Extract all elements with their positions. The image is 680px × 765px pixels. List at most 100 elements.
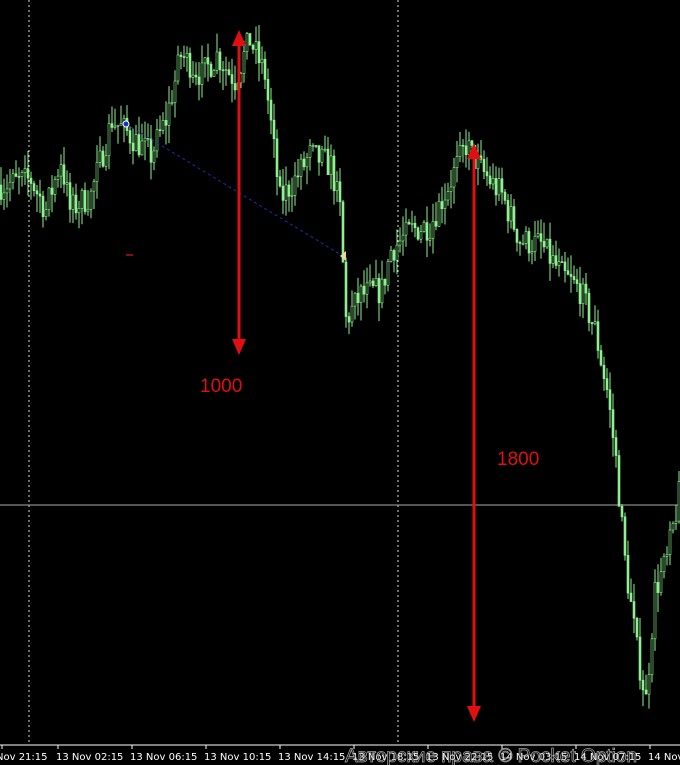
candle bbox=[539, 219, 543, 259]
candle bbox=[593, 305, 597, 326]
candle bbox=[515, 228, 519, 252]
candle bbox=[626, 540, 630, 600]
candle bbox=[200, 45, 204, 98]
candle bbox=[674, 504, 678, 530]
trend-line[interactable] bbox=[125, 123, 344, 257]
candle bbox=[629, 578, 633, 602]
candle bbox=[65, 170, 69, 197]
annotation-arrow-1000[interactable] bbox=[232, 30, 246, 355]
candle bbox=[134, 124, 138, 152]
candle bbox=[56, 169, 60, 188]
candle bbox=[317, 145, 321, 176]
candle bbox=[383, 278, 387, 295]
candle bbox=[638, 617, 642, 690]
candle bbox=[305, 152, 309, 185]
candle bbox=[509, 194, 513, 229]
candle bbox=[548, 222, 552, 281]
candle bbox=[416, 226, 420, 241]
candle bbox=[482, 150, 486, 180]
candle bbox=[173, 70, 177, 118]
candle bbox=[119, 105, 123, 126]
candle bbox=[500, 167, 504, 205]
candle bbox=[23, 155, 27, 185]
candle bbox=[611, 393, 615, 457]
candle bbox=[380, 260, 384, 309]
candle bbox=[20, 170, 24, 187]
candle bbox=[389, 246, 393, 263]
candle bbox=[575, 268, 579, 293]
candle bbox=[527, 227, 531, 262]
candle bbox=[656, 564, 660, 612]
candle bbox=[41, 190, 45, 228]
candle bbox=[398, 227, 402, 253]
candle bbox=[281, 168, 285, 215]
candle bbox=[497, 167, 501, 202]
candle bbox=[431, 203, 435, 254]
candle bbox=[407, 218, 411, 226]
candle bbox=[572, 265, 576, 284]
candle bbox=[221, 60, 225, 90]
candle bbox=[128, 126, 132, 154]
candle bbox=[155, 118, 159, 158]
x-tick-label: 13 Nov 22:15 bbox=[426, 752, 493, 763]
candle bbox=[413, 215, 417, 238]
candle bbox=[203, 57, 207, 78]
candle bbox=[47, 186, 51, 217]
candle bbox=[248, 33, 252, 46]
candle bbox=[422, 220, 426, 233]
candle bbox=[518, 240, 522, 256]
candle bbox=[62, 147, 66, 194]
candle bbox=[101, 146, 105, 168]
candle bbox=[296, 159, 300, 188]
candle bbox=[602, 356, 606, 391]
candle bbox=[449, 169, 453, 209]
candle bbox=[116, 124, 120, 144]
candle bbox=[446, 182, 450, 206]
candle bbox=[362, 270, 366, 303]
candle bbox=[392, 248, 396, 273]
candle bbox=[158, 115, 162, 137]
candle bbox=[329, 144, 333, 190]
candle bbox=[215, 33, 219, 75]
candle bbox=[350, 290, 354, 327]
candle bbox=[227, 61, 231, 76]
candle bbox=[467, 131, 471, 171]
candle bbox=[137, 116, 141, 158]
candle bbox=[83, 182, 87, 215]
candle bbox=[284, 166, 288, 216]
candle bbox=[347, 312, 351, 335]
annotation-label-1800: 1800 bbox=[497, 449, 539, 470]
candle bbox=[542, 222, 546, 253]
candle bbox=[311, 143, 315, 152]
candle bbox=[596, 309, 600, 359]
candle bbox=[176, 45, 180, 85]
candle bbox=[143, 121, 147, 161]
candle bbox=[14, 160, 18, 178]
candle bbox=[44, 201, 48, 221]
candle bbox=[335, 171, 339, 203]
annotation-arrow-1800[interactable] bbox=[467, 143, 481, 722]
candle bbox=[653, 569, 657, 652]
candle bbox=[458, 131, 462, 163]
trade-triangle-icon bbox=[340, 251, 346, 261]
candle bbox=[251, 43, 255, 54]
candle bbox=[569, 255, 573, 293]
candle bbox=[530, 239, 534, 265]
candle bbox=[32, 180, 36, 197]
candle bbox=[86, 190, 90, 216]
candle bbox=[590, 321, 594, 335]
candle bbox=[197, 61, 201, 101]
candle bbox=[71, 187, 75, 224]
candle bbox=[536, 220, 540, 239]
candle bbox=[29, 171, 33, 200]
candle bbox=[95, 145, 99, 199]
candle bbox=[581, 278, 585, 319]
arrow-down-icon bbox=[232, 339, 246, 355]
candle bbox=[341, 199, 345, 263]
candle bbox=[146, 123, 150, 148]
candle bbox=[254, 26, 258, 65]
candle bbox=[551, 245, 555, 269]
candle bbox=[293, 162, 297, 206]
candle bbox=[209, 61, 213, 78]
candle bbox=[68, 172, 72, 223]
